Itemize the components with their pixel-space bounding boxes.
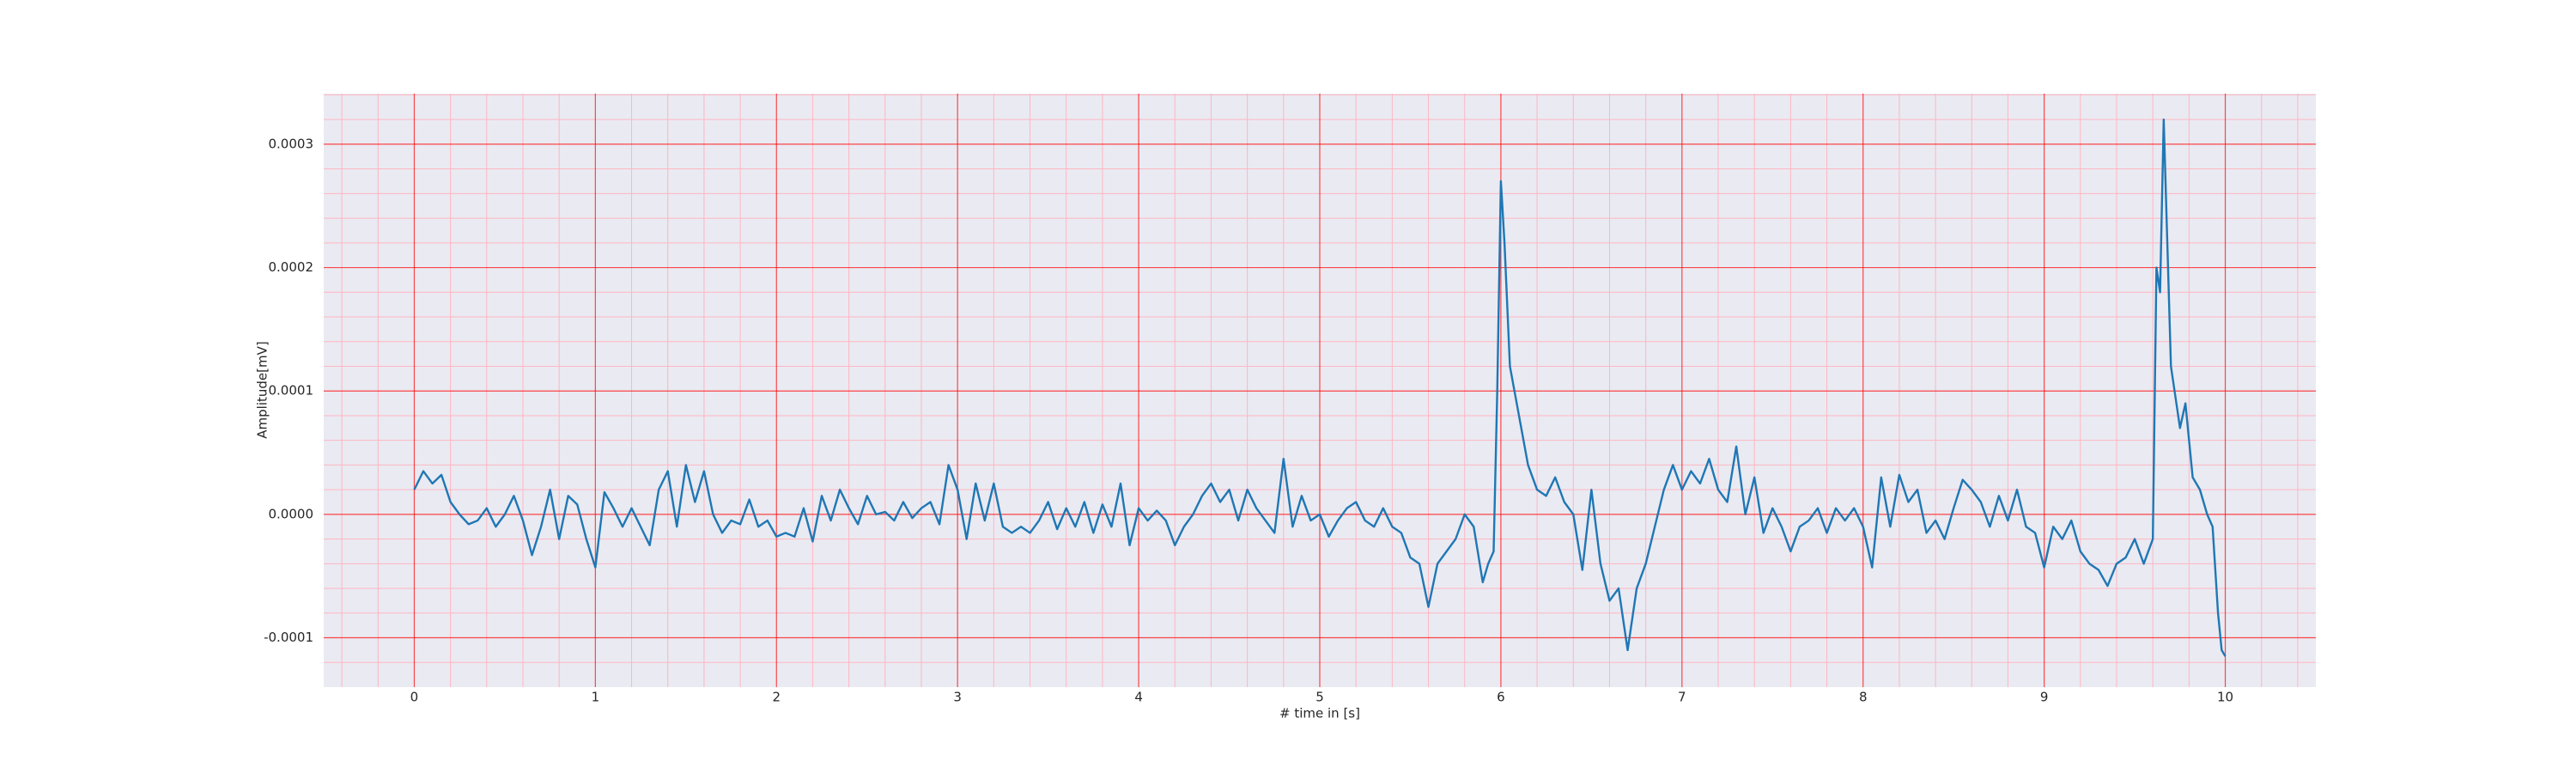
y-tick-label: 0.0000 [269,506,314,521]
y-tick-label: 0.0003 [269,136,314,151]
y-tick-label: 0.0002 [269,259,314,275]
x-tick-label: 1 [592,690,600,705]
x-tick-label: 6 [1497,690,1505,705]
x-tick-label: 4 [1134,690,1143,705]
x-tick-label: 3 [953,690,962,705]
x-tick-label: 2 [772,690,781,705]
x-tick-label: 10 [2217,690,2233,705]
x-tick-label: 5 [1315,690,1324,705]
x-tick-label: 9 [2040,690,2049,705]
x-tick-label: 0 [410,690,419,705]
x-axis-label: # time in [s] [1279,706,1360,721]
y-axis-label: Amplitude[mV] [255,341,270,438]
y-tick-label: -0.0001 [264,630,313,645]
x-tick-label: 8 [1859,690,1868,705]
y-tick-label: 0.0001 [269,383,314,399]
x-tick-label: 7 [1678,690,1686,705]
line-series [413,118,2227,657]
